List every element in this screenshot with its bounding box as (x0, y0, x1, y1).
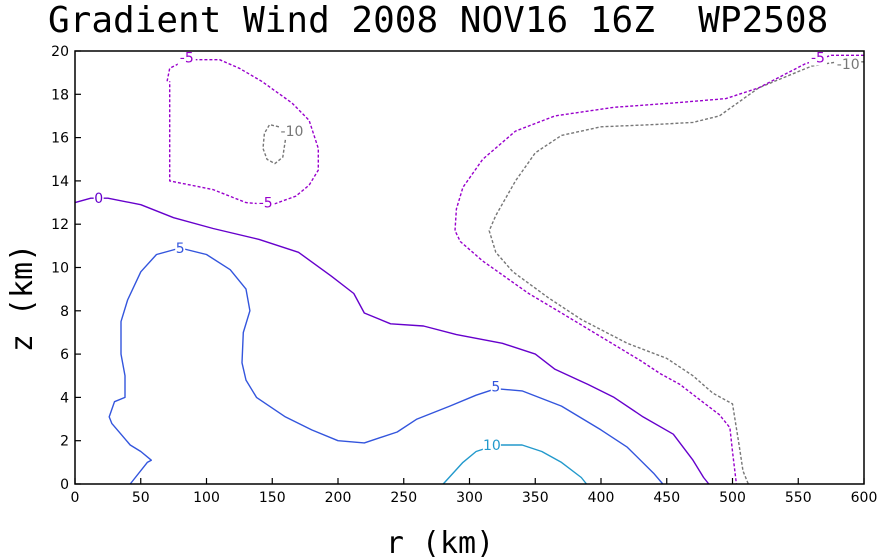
x-tick-label: 250 (390, 490, 417, 506)
y-tick-label: 8 (60, 304, 69, 320)
contour-label: -5 (259, 196, 273, 212)
y-tick-label: 10 (51, 261, 69, 277)
contour-label-bg (175, 240, 186, 257)
y-axis-label: z (km) (5, 244, 40, 352)
x-tick-label: 0 (71, 490, 80, 506)
chart-title: Gradient Wind 2008 NOV16 16Z WP2508 (48, 0, 828, 41)
contour-line-neg10-inner (262, 123, 287, 165)
contour-line-pos10 (442, 444, 588, 485)
x-tick-label: 100 (193, 490, 220, 506)
y-tick-label: 0 (60, 477, 69, 493)
x-tick-label: 50 (132, 490, 150, 506)
x-tick-label: 500 (719, 490, 746, 506)
contour-line-neg5-outer (454, 54, 864, 485)
x-tick-label: 300 (456, 490, 483, 506)
y-tick-label: 14 (51, 174, 69, 190)
contour-label: -10 (837, 57, 860, 73)
contour-label-bg (808, 49, 827, 66)
x-tick-label: 200 (325, 490, 352, 506)
y-tick-label: 2 (60, 434, 69, 450)
x-axis-label: r (km) (386, 526, 494, 559)
contour-line-zero (74, 197, 710, 485)
contour-label: 5 (176, 241, 185, 257)
contour-label: 0 (94, 191, 103, 207)
contour-layer: -10 -5 -5 -10 -5 0 5 5 10 (74, 49, 864, 485)
y-tick-label: 4 (60, 390, 69, 406)
contour-label: -5 (811, 50, 825, 66)
x-tick-label: 400 (588, 490, 615, 506)
contour-label: -10 (281, 124, 304, 140)
y-tick-label: 18 (51, 87, 69, 103)
y-tick-label: 12 (51, 217, 69, 233)
contour-label-bg (256, 194, 275, 211)
contour-label-bg (490, 378, 501, 395)
contour-label-bg (482, 437, 501, 454)
x-tick-label: 550 (785, 490, 812, 506)
x-tick-label: 150 (259, 490, 286, 506)
y-tick-label: 16 (51, 131, 69, 147)
contour-label-bg (177, 49, 196, 66)
contour-label-bg (835, 55, 862, 72)
x-tick-label: 600 (851, 490, 878, 506)
y-tick-label: 20 (51, 44, 69, 60)
contour-line-pos5 (108, 247, 664, 485)
plot-frame (74, 50, 865, 485)
y-tick-label: 6 (60, 347, 69, 363)
contour-label: 10 (483, 438, 501, 454)
contour-label-bg (278, 123, 305, 140)
contour-label: 5 (491, 380, 500, 396)
tick-layer: 0 50 100 150 200 250 300 350 400 450 500 550 6000246… (51, 44, 877, 506)
contour-label-bg (93, 190, 104, 207)
contour-line-neg10-outer (488, 61, 864, 485)
contour-label: -5 (180, 50, 194, 66)
x-tick-label: 350 (522, 490, 549, 506)
x-tick-label: 450 (653, 490, 680, 506)
